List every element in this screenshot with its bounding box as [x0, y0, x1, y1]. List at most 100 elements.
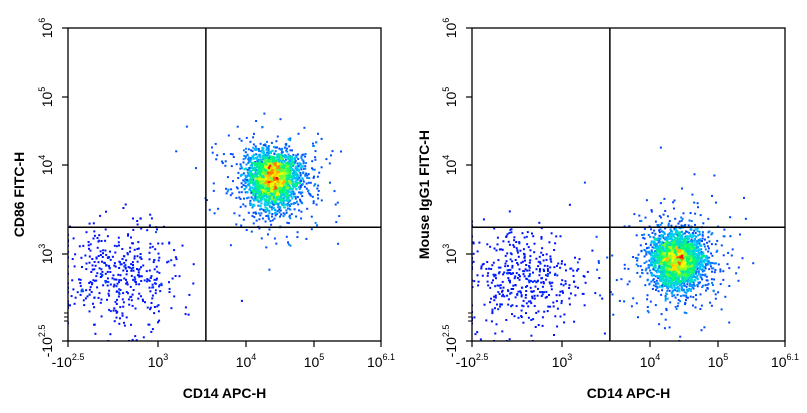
event-dot: [713, 279, 715, 281]
event-dot: [125, 268, 127, 270]
event-dot: [137, 261, 139, 263]
x-tick-label: 106.1: [367, 352, 395, 370]
event-dot: [169, 288, 171, 290]
event-dot: [332, 150, 334, 152]
event-dot: [633, 213, 635, 215]
event-dot: [285, 143, 287, 145]
event-dot: [695, 294, 697, 296]
event-dot: [195, 167, 197, 169]
event-dot: [155, 231, 157, 233]
event-dot: [248, 157, 250, 159]
event-dot: [254, 191, 256, 193]
event-dot: [107, 285, 109, 287]
event-dot: [658, 240, 660, 242]
event-dot: [185, 306, 187, 308]
event-dot: [252, 156, 254, 158]
event-dot: [265, 157, 267, 159]
event-dot: [294, 170, 296, 172]
event-dot: [314, 159, 316, 161]
event-dot: [116, 279, 118, 281]
event-dot: [260, 171, 262, 173]
event-dot: [636, 272, 638, 274]
event-dot: [116, 299, 118, 301]
event-dot: [91, 283, 93, 285]
event-dot: [252, 136, 254, 138]
event-dot: [276, 192, 278, 194]
event-dot: [260, 212, 262, 214]
event-dot: [94, 235, 96, 237]
event-dot: [262, 218, 264, 220]
event-dot: [151, 287, 153, 289]
event-dot: [236, 163, 238, 165]
event-dot: [151, 302, 153, 304]
event-dot: [639, 276, 641, 278]
event-dot: [129, 251, 131, 253]
event-dot: [281, 161, 283, 163]
event-dot: [101, 299, 103, 301]
event-dot: [255, 153, 257, 155]
event-dot: [94, 333, 96, 335]
event-dot: [689, 235, 691, 237]
event-dot: [173, 249, 175, 251]
event-dot: [274, 174, 276, 176]
event-dot: [151, 297, 153, 299]
event-dot: [694, 173, 696, 175]
event-dot: [223, 153, 225, 155]
event-dot: [262, 156, 264, 158]
event-dot: [125, 259, 127, 261]
event-dot: [280, 118, 282, 120]
event-dot: [299, 172, 301, 174]
event-dot: [719, 271, 721, 273]
x-tick-label: 104: [236, 352, 257, 370]
event-dot: [118, 261, 120, 263]
event-dot: [277, 167, 279, 169]
event-dot: [139, 217, 141, 219]
event-dot: [724, 296, 726, 298]
event-dot: [692, 232, 694, 234]
event-dot: [284, 213, 286, 215]
event-dot: [680, 246, 682, 248]
event-dot: [74, 265, 76, 267]
event-dot: [698, 273, 700, 275]
event-dot: [665, 319, 667, 321]
event-dot: [91, 258, 93, 260]
event-dot: [125, 204, 127, 206]
event-dot: [258, 218, 260, 220]
event-dot: [228, 135, 230, 137]
event-dot: [226, 192, 228, 194]
event-dot: [241, 140, 243, 142]
event-dot: [90, 243, 92, 245]
event-dot: [279, 216, 281, 218]
event-dot: [281, 175, 283, 177]
event-dot: [271, 190, 273, 192]
event-dot: [88, 282, 90, 284]
event-dot: [280, 214, 282, 216]
event-dot: [649, 253, 651, 255]
event-dot: [712, 284, 714, 286]
event-dot: [134, 249, 136, 251]
event-dot: [132, 305, 134, 307]
event-dot: [108, 295, 110, 297]
event-dot: [248, 184, 250, 186]
event-dot: [265, 173, 267, 175]
event-dot: [92, 303, 94, 305]
event-dot: [275, 147, 277, 149]
event-dot: [316, 188, 318, 190]
event-dot: [282, 156, 284, 158]
event-dot: [673, 294, 675, 296]
event-dot: [284, 178, 286, 180]
event-dot: [274, 238, 276, 240]
event-dot: [251, 179, 253, 181]
event-dot: [275, 150, 277, 152]
event-dot: [88, 244, 90, 246]
event-dot: [310, 182, 312, 184]
event-dot: [295, 216, 297, 218]
event-dot: [677, 302, 679, 304]
event-dot: [158, 257, 160, 259]
event-dot: [304, 174, 306, 176]
event-dot: [300, 174, 302, 176]
event-dot: [663, 198, 665, 200]
event-dot: [273, 146, 275, 148]
event-dot: [215, 158, 217, 160]
event-dot: [301, 202, 303, 204]
